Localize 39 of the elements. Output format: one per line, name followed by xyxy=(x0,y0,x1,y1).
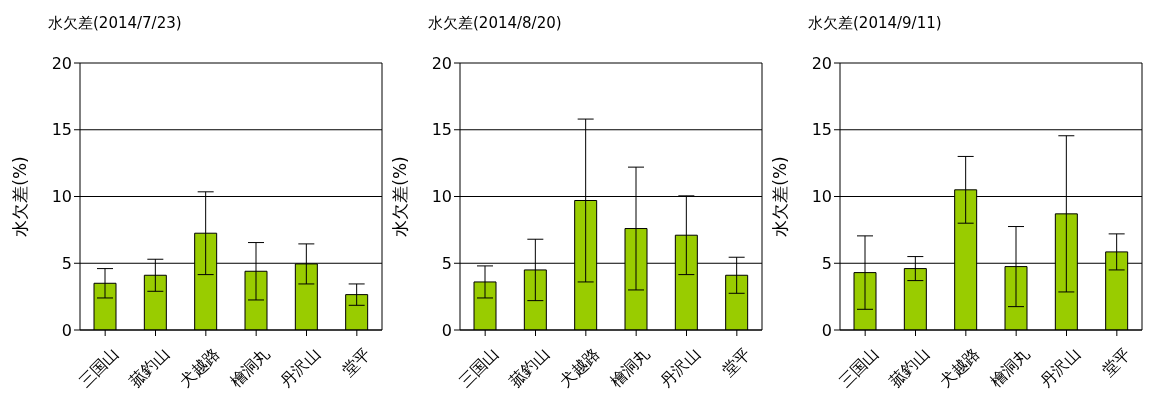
x-tick-label: 丹沢山 xyxy=(276,343,324,392)
x-tick-label: 堂平 xyxy=(1098,343,1135,380)
x-tick-label: 檜洞丸 xyxy=(986,343,1034,392)
x-tick-label: 菰釣山 xyxy=(885,343,933,392)
y-tick-label: 0 xyxy=(441,320,452,340)
x-tick-label: 菰釣山 xyxy=(125,343,173,392)
y-tick-label: 20 xyxy=(51,53,72,73)
x-tick-label: 丹沢山 xyxy=(1036,343,1084,392)
x-tick-label: 犬越路 xyxy=(555,343,604,392)
y-tick-label: 20 xyxy=(431,53,452,73)
y-tick-label: 5 xyxy=(821,253,832,273)
y-tick-label: 5 xyxy=(61,253,72,273)
y-tick-label: 15 xyxy=(811,120,832,140)
y-tick-label: 10 xyxy=(431,187,452,207)
x-tick-label: 三国山 xyxy=(455,343,503,392)
y-tick-label: 0 xyxy=(821,320,832,340)
y-tick-label: 5 xyxy=(441,253,452,273)
x-tick-label: 檜洞丸 xyxy=(226,343,274,392)
y-tick-label: 20 xyxy=(811,53,832,73)
x-tick-label: 犬越路 xyxy=(935,343,984,392)
y-axis-title: 水欠差(%) xyxy=(770,156,791,237)
x-tick-label: 丹沢山 xyxy=(656,343,704,392)
x-tick-label: 犬越路 xyxy=(175,343,224,392)
chart-title: 水欠差(2014/7/23) xyxy=(48,14,182,33)
x-tick-label: 菰釣山 xyxy=(505,343,553,392)
y-tick-label: 15 xyxy=(51,120,72,140)
x-tick-label: 三国山 xyxy=(835,343,883,392)
y-tick-label: 15 xyxy=(431,120,452,140)
y-axis-title: 水欠差(%) xyxy=(10,156,31,237)
x-tick-label: 堂平 xyxy=(718,343,755,380)
x-tick-label: 堂平 xyxy=(338,343,375,380)
x-tick-label: 檜洞丸 xyxy=(606,343,654,392)
y-tick-label: 10 xyxy=(51,187,72,207)
y-tick-label: 10 xyxy=(811,187,832,207)
y-axis-title: 水欠差(%) xyxy=(390,156,411,237)
y-tick-label: 0 xyxy=(61,320,72,340)
chart-title: 水欠差(2014/8/20) xyxy=(428,14,562,33)
chart-title: 水欠差(2014/9/11) xyxy=(808,14,942,33)
x-tick-label: 三国山 xyxy=(75,343,123,392)
